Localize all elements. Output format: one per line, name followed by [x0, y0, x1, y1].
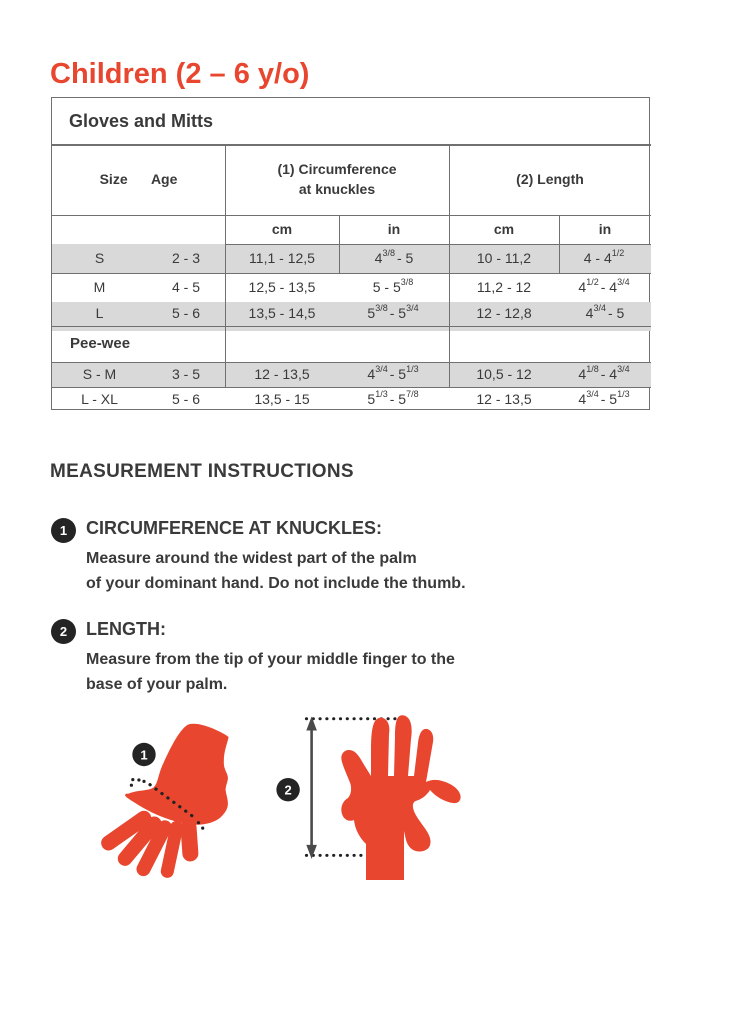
svg-text:2: 2	[284, 783, 291, 798]
